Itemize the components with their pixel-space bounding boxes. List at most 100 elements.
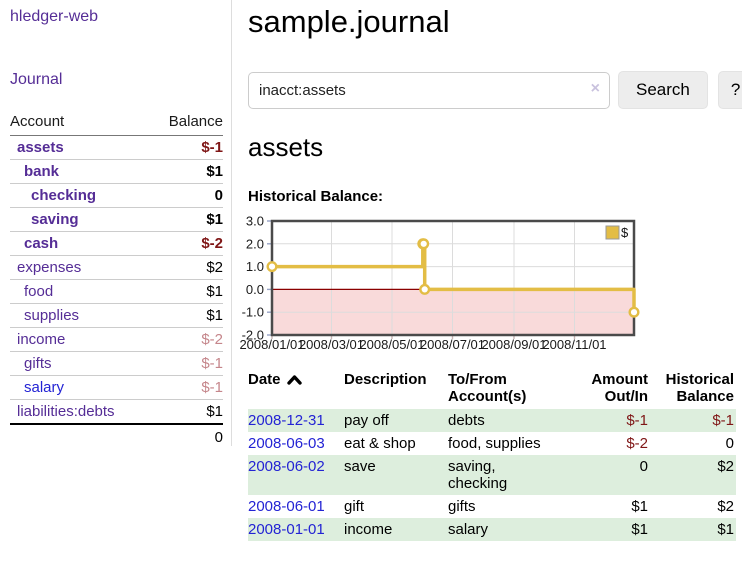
help-button[interactable]: ? [717, 71, 742, 109]
account-balance: $-2 [150, 327, 223, 352]
register-amount: $1 [631, 498, 648, 515]
sidebar: hledger-web Journal Account Balance asse… [0, 0, 232, 449]
app-brand-link[interactable]: hledger-web [10, 8, 99, 25]
account-link[interactable]: liabilities:debts [17, 403, 115, 420]
account-balance: $1 [206, 403, 223, 420]
register-date-link[interactable]: 2008-01-01 [248, 521, 325, 538]
register-body: 2008-12-31 pay off debts $-1 $-1 2008-06… [248, 409, 736, 541]
accounts-header-account: Account [10, 110, 151, 136]
account-balance: $1 [150, 303, 223, 328]
svg-text:2008/09/01: 2008/09/01 [481, 337, 546, 352]
account-link[interactable]: checking [31, 187, 97, 204]
account-row: supplies $1 [10, 303, 223, 328]
svg-text:3.0: 3.0 [246, 214, 264, 229]
register-description: gift [344, 498, 365, 515]
nav-journal-link[interactable]: Journal [10, 71, 63, 88]
register-balance: $-1 [650, 409, 736, 432]
register-row: 2008-12-31 pay off debts $-1 $-1 [248, 409, 736, 432]
accounts-total-row: 0 [10, 423, 223, 449]
account-row: salary $-1 [10, 375, 223, 400]
register-accounts: debts [448, 409, 578, 432]
register-header-date[interactable]: Date [248, 369, 344, 409]
account-link[interactable]: cash [24, 235, 59, 252]
svg-text:1.0: 1.0 [246, 259, 264, 274]
register-row: 2008-06-02 save saving, checking 0 $2 [248, 455, 736, 495]
register-accounts: food, supplies [448, 435, 541, 452]
search-input[interactable] [248, 71, 610, 109]
account-balance: $-1 [150, 135, 223, 160]
svg-text:2008/03/01: 2008/03/01 [299, 337, 364, 352]
account-link[interactable]: saving [31, 211, 79, 228]
register-header-description: Description [344, 371, 427, 388]
accounts-total-balance: 0 [150, 423, 223, 449]
sort-ascending-icon [286, 375, 302, 385]
register-description: pay off [344, 409, 448, 432]
register-date-link[interactable]: 2008-06-01 [248, 498, 325, 515]
account-link[interactable]: gifts [24, 355, 52, 372]
svg-text:$: $ [621, 225, 629, 240]
register-header-amount: Amount Out/In [591, 371, 648, 405]
svg-text:2.0: 2.0 [246, 236, 264, 251]
account-row: gifts $-1 [10, 351, 223, 376]
register-balance: 0 [725, 435, 734, 452]
svg-text:-2.0: -2.0 [242, 328, 264, 343]
account-balance: 0 [150, 183, 223, 208]
register-description: eat & shop [344, 435, 416, 452]
account-link[interactable]: supplies [24, 307, 80, 324]
register-date-link[interactable]: 2008-06-03 [248, 435, 325, 452]
register-description: save [344, 455, 448, 495]
svg-text:2008/05/01: 2008/05/01 [359, 337, 424, 352]
register-amount: $-1 [578, 409, 650, 432]
register-date-link[interactable]: 2008-12-31 [248, 412, 325, 429]
sidebar-nav: Journal [10, 71, 223, 89]
account-balance: $1 [150, 207, 223, 232]
account-balance: $-2 [150, 231, 223, 256]
account-row: income $-2 [10, 327, 223, 352]
sidebar-accounts-body: assets $-1 bank $1 checking 0 saving $1 … [10, 135, 223, 425]
register-date-link[interactable]: 2008-06-02 [248, 458, 325, 475]
register-balance: $2 [717, 498, 734, 515]
svg-text:0.0: 0.0 [246, 282, 264, 297]
register-header-row: Date Description To/From Account(s) Amou… [248, 369, 736, 409]
page-title: sample.journal [248, 4, 450, 39]
account-balance: $-1 [150, 351, 223, 376]
account-link[interactable]: income [17, 331, 66, 348]
accounts-table: Account Balance assets $-1 bank $1 check… [10, 110, 223, 449]
register-accounts: gifts [448, 498, 476, 515]
register-header-balance: Historical Balance [665, 371, 734, 405]
register-amount: $1 [578, 518, 650, 541]
account-link[interactable]: food [24, 283, 54, 300]
register-accounts: saving, checking [448, 455, 578, 495]
account-row: assets $-1 [10, 135, 223, 160]
svg-text:2008/07/01: 2008/07/01 [420, 337, 485, 352]
clear-search-icon[interactable]: × [590, 79, 600, 97]
account-row: saving $1 [10, 207, 223, 232]
account-link[interactable]: assets [17, 139, 64, 156]
svg-text:-1.0: -1.0 [242, 305, 264, 320]
account-balance: $1 [150, 159, 223, 184]
register-description: income [344, 518, 448, 541]
account-balance: $2 [150, 255, 223, 280]
account-row: liabilities:debts $1 [10, 400, 223, 425]
accounts-header-row: Account Balance [10, 110, 223, 136]
register-row: 2008-06-01 gift gifts $1 $2 [248, 495, 736, 518]
svg-text:2008/11/01: 2008/11/01 [542, 337, 606, 352]
chart-label: Historical Balance: [248, 188, 384, 205]
account-row: checking 0 [10, 183, 223, 208]
account-row: food $1 [10, 279, 223, 304]
register-amount: 0 [578, 455, 650, 495]
search-bar: × Search ? [248, 71, 742, 109]
account-row: expenses $2 [10, 255, 223, 280]
search-button[interactable]: Search [618, 71, 708, 109]
account-link[interactable]: bank [24, 163, 60, 180]
account-row: bank $1 [10, 159, 223, 184]
account-balance: $-1 [150, 375, 223, 400]
account-link[interactable]: expenses [17, 259, 82, 276]
account-row: cash $-2 [10, 231, 223, 256]
register-balance: $2 [650, 455, 736, 495]
register-row: 2008-06-03 eat & shop food, supplies $-2… [248, 432, 736, 455]
account-link[interactable]: salary [24, 379, 65, 396]
historical-balance-chart: 3.0 2.0 1.0 0.0 -1.0 -2.0 2008/01/01 2008/03/01… [238, 211, 742, 357]
register-header-accounts: To/From Account(s) [448, 371, 527, 405]
register-row: 2008-01-01 income salary $1 $1 [248, 518, 736, 541]
